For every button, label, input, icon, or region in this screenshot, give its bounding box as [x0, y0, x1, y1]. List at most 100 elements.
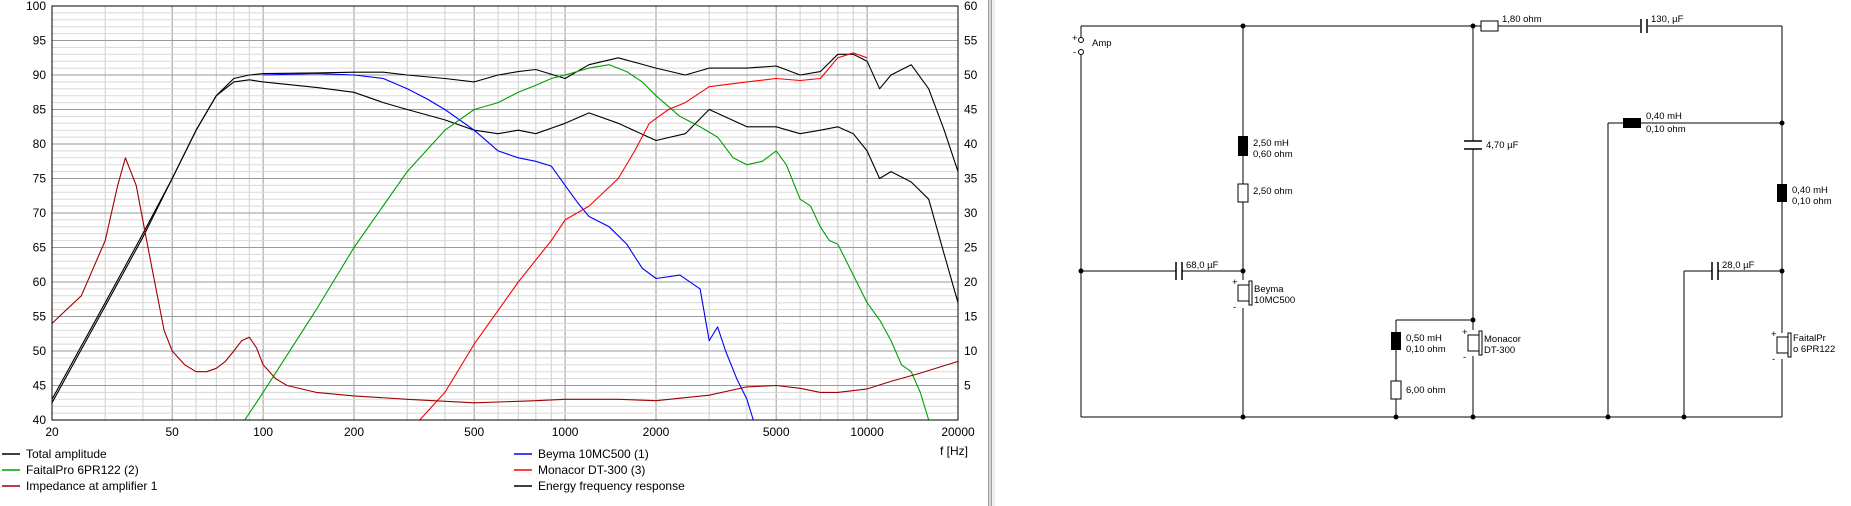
mid-driver: + - Monacor DT-300: [1462, 327, 1521, 363]
amp-plus: +: [1072, 33, 1078, 44]
y2-tick-label: 45: [964, 103, 978, 117]
amplifier-terminals: + - Amp: [1072, 26, 1112, 58]
tweeter-series-inductor: 0,40 mH 0,10 ohm: [1623, 111, 1686, 135]
svg-text:2,50 ohm: 2,50 ohm: [1253, 186, 1293, 197]
svg-text:130, µF: 130, µF: [1651, 14, 1684, 25]
woofer-shunt-inductor: 2,50 mH 0,60 ohm: [1238, 136, 1293, 160]
y2-tick-label: 50: [964, 68, 978, 82]
crossover-schematic: + - Amp 1,80 ohm 130, µF 2,50 mH 0,60 oh…: [995, 0, 1851, 506]
x-tick-label: 100: [253, 425, 273, 439]
panel-splitter[interactable]: [988, 0, 992, 506]
svg-text:+: +: [1462, 327, 1468, 338]
legend-entry: Energy frequency response: [538, 479, 685, 493]
y-tick-label: 95: [33, 34, 47, 48]
x-tick-label: 50: [165, 425, 179, 439]
y2-tick-label: 15: [964, 310, 978, 324]
y2-tick-label: 25: [964, 241, 978, 255]
y-tick-label: 45: [33, 379, 47, 393]
x-tick-label: 10000: [850, 425, 884, 439]
chart-grid: [51, 5, 959, 421]
y-tick-label: 65: [33, 241, 47, 255]
chart-series: [51, 52, 959, 421]
y2-tick-label: 10: [964, 344, 978, 358]
mid-series-capacitor: 4,70 µF: [1464, 140, 1519, 151]
svg-text:0,50 mH: 0,50 mH: [1406, 333, 1442, 344]
svg-text:o 6PR122: o 6PR122: [1793, 344, 1835, 355]
x-tick-label: 20: [45, 425, 59, 439]
svg-text:FaitalPr: FaitalPr: [1793, 333, 1826, 344]
legend-entry: Monacor DT-300 (3): [538, 463, 645, 477]
svg-text:0,60 ohm: 0,60 ohm: [1253, 149, 1293, 160]
woofer-shunt-resistor: 2,50 ohm: [1237, 183, 1293, 203]
legend-entry: Impedance at amplifier 1: [26, 479, 158, 493]
woofer-shunt-capacitor: 68,0 µF: [1175, 260, 1219, 280]
frequency-response-chart: 40 45 50 55 60 65 70 75 80 85 90 95 100 5 10 15 20 25 30 35…: [0, 0, 988, 506]
svg-text:6,00 ohm: 6,00 ohm: [1406, 385, 1446, 396]
y-tick-label: 75: [33, 172, 47, 186]
svg-text:2,50 mH: 2,50 mH: [1253, 138, 1289, 149]
woofer-driver: + - Beyma 10MC500: [1232, 277, 1295, 313]
y-tick-label: 70: [33, 206, 47, 220]
x-tick-label: 500: [464, 425, 484, 439]
mid-shunt-resistor: 6,00 ohm: [1390, 380, 1446, 400]
tweeter-shunt-inductor: 0,40 mH 0,10 ohm: [1777, 184, 1832, 207]
y-tick-label: 60: [33, 275, 47, 289]
y2-tick-label: 40: [964, 137, 978, 151]
y-tick-label: 100: [26, 0, 46, 13]
svg-text:0,40 mH: 0,40 mH: [1792, 185, 1828, 196]
tweeter-driver: + - FaitalPr o 6PR122: [1771, 329, 1835, 365]
svg-text:-: -: [1463, 352, 1466, 363]
mid-shunt-inductor: 0,50 mH 0,10 ohm: [1391, 332, 1446, 355]
series-line-1: [51, 79, 959, 404]
svg-text:+: +: [1232, 277, 1238, 288]
svg-text:0,40 mH: 0,40 mH: [1646, 111, 1682, 122]
svg-text:0,10 ohm: 0,10 ohm: [1792, 196, 1832, 207]
svg-text:Beyma: Beyma: [1254, 284, 1284, 295]
svg-text:28,0 µF: 28,0 µF: [1722, 260, 1755, 271]
y2-tick-label: 20: [964, 275, 978, 289]
series-line-0: [51, 53, 959, 400]
series-line-3: [52, 64, 930, 421]
y2-tick-label: 55: [964, 34, 978, 48]
svg-text:68,0 µF: 68,0 µF: [1186, 260, 1219, 271]
svg-text:10MC500: 10MC500: [1254, 295, 1295, 306]
y-tick-label: 50: [33, 344, 47, 358]
svg-text:0,10 ohm: 0,10 ohm: [1646, 124, 1686, 135]
mid-series-resistor: 1,80 ohm: [1480, 14, 1542, 32]
x-tick-label: 1000: [552, 425, 579, 439]
legend-entry: Beyma 10MC500 (1): [538, 447, 649, 461]
y2-tick-label: 5: [964, 379, 971, 393]
svg-text:4,70 µF: 4,70 µF: [1486, 140, 1519, 151]
svg-text:-: -: [1772, 354, 1775, 365]
series-line-2: [263, 73, 754, 421]
x-tick-label: 20000: [941, 425, 975, 439]
svg-text:+: +: [1771, 329, 1777, 340]
svg-text:-: -: [1233, 302, 1236, 313]
legend-entry: FaitalPro 6PR122 (2): [26, 463, 139, 477]
x-axis-label: f [Hz]: [940, 444, 968, 458]
chart-ticks: 40 45 50 55 60 65 70 75 80 85 90 95 100 5 10 15 20 25 30 35…: [26, 0, 978, 439]
legend-entry: Total amplitude: [26, 447, 107, 461]
x-tick-label: 5000: [763, 425, 790, 439]
x-tick-label: 2000: [643, 425, 670, 439]
tweeter-shunt-capacitor: 28,0 µF: [1711, 260, 1755, 280]
top-series-capacitor: 130, µF: [1640, 14, 1684, 34]
x-tick-label: 200: [344, 425, 364, 439]
schematic-junctions: [1078, 23, 1785, 420]
amp-label: Amp: [1092, 38, 1112, 49]
series-line-5: [51, 157, 959, 404]
chart-legend: Total amplitude FaitalPro 6PR122 (2) Imped…: [2, 447, 685, 493]
y-tick-label: 80: [33, 137, 47, 151]
y2-tick-label: 35: [964, 172, 978, 186]
svg-text:DT-300: DT-300: [1484, 345, 1515, 356]
amp-minus: -: [1073, 47, 1076, 58]
chart-frame: [51, 5, 959, 421]
y-tick-label: 40: [33, 413, 47, 427]
y2-tick-label: 30: [964, 206, 978, 220]
schematic-wires: [1080, 25, 1783, 418]
svg-text:Monacor: Monacor: [1484, 334, 1521, 345]
svg-text:0,10 ohm: 0,10 ohm: [1406, 344, 1446, 355]
y-tick-label: 85: [33, 103, 47, 117]
y-tick-label: 55: [33, 310, 47, 324]
y-tick-label: 90: [33, 68, 47, 82]
